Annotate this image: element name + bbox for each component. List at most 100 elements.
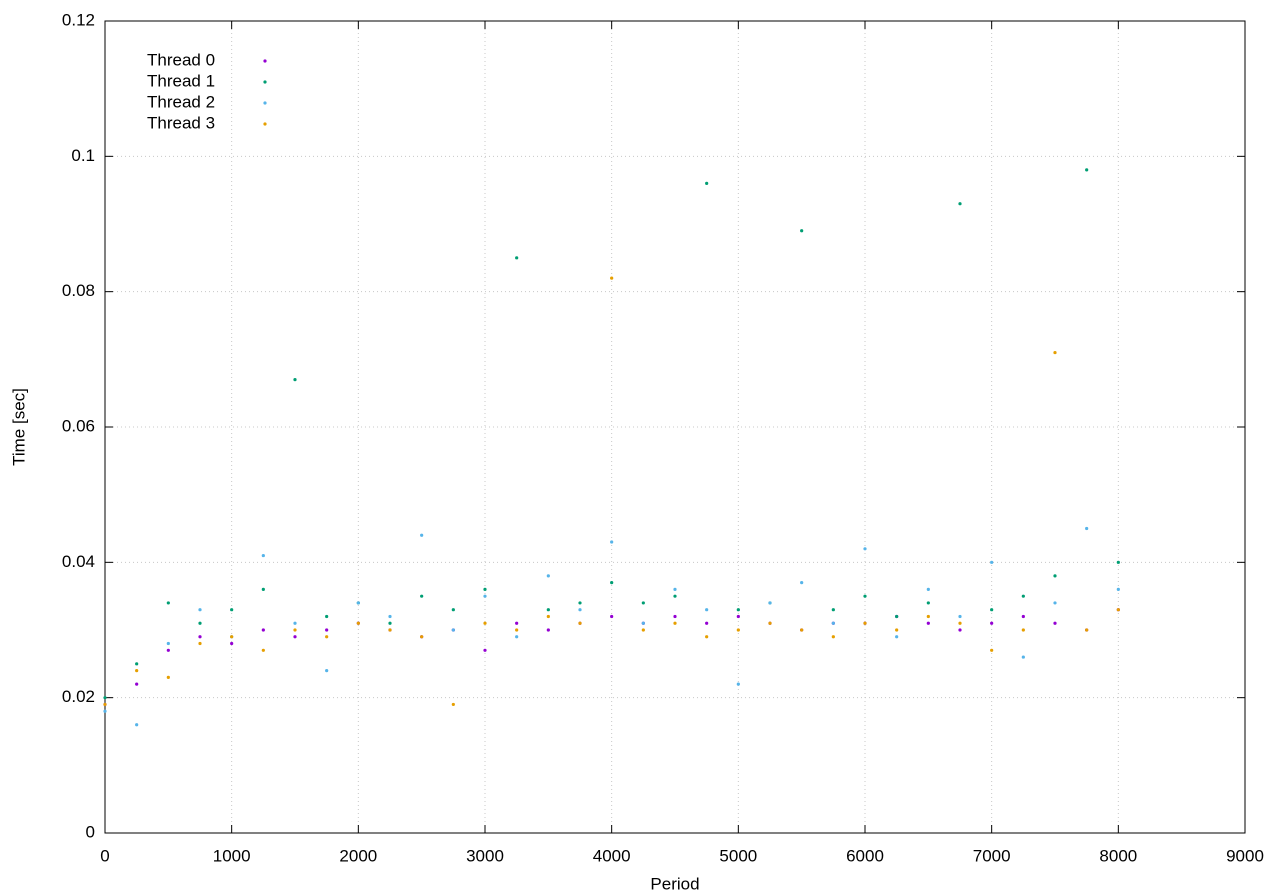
legend-label: Thread 2 bbox=[147, 92, 215, 111]
x-tick-label: 5000 bbox=[719, 846, 757, 865]
point bbox=[135, 669, 139, 673]
point bbox=[356, 621, 360, 625]
point bbox=[515, 621, 519, 625]
point bbox=[736, 614, 740, 619]
point bbox=[325, 669, 329, 673]
point bbox=[483, 648, 487, 652]
point bbox=[230, 641, 234, 646]
point bbox=[705, 621, 709, 625]
point bbox=[1085, 628, 1089, 632]
point bbox=[515, 256, 519, 260]
point bbox=[926, 601, 930, 605]
y-tick-label: 0.1 bbox=[71, 146, 95, 165]
point bbox=[641, 621, 645, 625]
y-tick-label: 0.12 bbox=[62, 10, 95, 29]
point bbox=[768, 621, 772, 625]
point bbox=[863, 621, 867, 625]
point bbox=[863, 547, 867, 551]
point bbox=[736, 682, 740, 686]
point bbox=[926, 621, 930, 625]
point bbox=[800, 628, 804, 632]
point bbox=[546, 574, 550, 578]
point bbox=[990, 621, 994, 625]
point bbox=[1053, 350, 1057, 355]
point bbox=[198, 608, 202, 612]
x-tick-label: 9000 bbox=[1226, 846, 1264, 865]
point bbox=[610, 540, 614, 544]
point bbox=[958, 621, 962, 625]
point bbox=[198, 641, 202, 646]
point bbox=[230, 635, 234, 639]
point bbox=[926, 614, 930, 619]
point bbox=[1116, 587, 1120, 592]
x-tick-label: 7000 bbox=[973, 846, 1011, 865]
point bbox=[135, 662, 139, 666]
point bbox=[926, 587, 930, 592]
point bbox=[990, 648, 994, 652]
y-tick-label: 0.04 bbox=[62, 552, 95, 571]
point bbox=[293, 635, 297, 639]
point bbox=[103, 696, 107, 700]
point bbox=[610, 614, 614, 619]
point bbox=[578, 608, 582, 612]
point bbox=[515, 635, 519, 639]
point bbox=[863, 594, 867, 598]
point bbox=[483, 594, 487, 598]
plot-frame bbox=[104, 20, 1246, 834]
point bbox=[388, 628, 392, 632]
x-tick-label: 3000 bbox=[466, 846, 504, 865]
point bbox=[546, 628, 550, 632]
point bbox=[1021, 594, 1025, 598]
point bbox=[1085, 168, 1089, 172]
point bbox=[705, 635, 709, 639]
y-tick-label: 0.02 bbox=[62, 687, 95, 706]
point bbox=[546, 608, 550, 612]
point bbox=[166, 641, 170, 646]
point bbox=[578, 621, 582, 625]
point bbox=[135, 723, 139, 727]
point bbox=[515, 628, 519, 632]
legend-label: Thread 3 bbox=[147, 113, 215, 132]
point bbox=[958, 628, 962, 632]
x-axis-label: Period bbox=[650, 874, 699, 893]
point bbox=[325, 635, 329, 639]
point bbox=[325, 614, 329, 619]
point bbox=[261, 628, 265, 632]
legend-marker bbox=[263, 80, 267, 84]
point bbox=[1021, 614, 1025, 619]
y-tick-label: 0.06 bbox=[62, 416, 95, 435]
point bbox=[451, 608, 455, 612]
point bbox=[705, 181, 709, 185]
point bbox=[1053, 574, 1057, 578]
point bbox=[578, 601, 582, 605]
point bbox=[261, 587, 265, 592]
point bbox=[958, 614, 962, 619]
y-axis-label: Time [sec] bbox=[9, 388, 28, 466]
x-tick-label: 6000 bbox=[846, 846, 884, 865]
legend-label: Thread 0 bbox=[147, 50, 215, 69]
point bbox=[990, 608, 994, 612]
point bbox=[736, 608, 740, 612]
point bbox=[736, 628, 740, 632]
point bbox=[1085, 526, 1089, 531]
point bbox=[610, 581, 614, 585]
point bbox=[831, 608, 835, 612]
y-tick-label: 0 bbox=[86, 822, 95, 841]
legend-marker bbox=[263, 122, 267, 126]
legend-label: Thread 1 bbox=[147, 71, 215, 90]
point bbox=[546, 614, 550, 619]
point bbox=[1053, 621, 1057, 625]
point bbox=[895, 628, 899, 632]
point bbox=[610, 276, 614, 280]
legend-marker bbox=[263, 101, 267, 105]
point bbox=[831, 635, 835, 639]
point bbox=[261, 553, 265, 558]
point bbox=[166, 601, 170, 605]
point bbox=[293, 628, 297, 632]
point bbox=[768, 601, 772, 605]
point bbox=[705, 608, 709, 612]
point bbox=[388, 614, 392, 619]
x-tick-label: 2000 bbox=[339, 846, 377, 865]
x-tick-label: 4000 bbox=[593, 846, 631, 865]
